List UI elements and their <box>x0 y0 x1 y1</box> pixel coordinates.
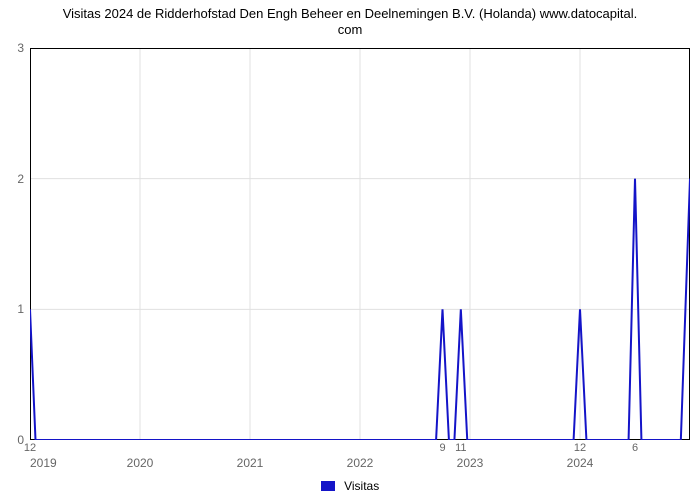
x-secondary-tick-label: 12 <box>24 442 36 454</box>
x-secondary-tick-label: 9 <box>439 442 445 454</box>
chart-title-line2: com <box>0 22 700 38</box>
x-year-tick-label: 2021 <box>237 456 264 470</box>
x-secondary-tick-label: 6 <box>632 442 638 454</box>
x-year-tick-label: 2022 <box>347 456 374 470</box>
chart-title-line1: Visitas 2024 de Ridderhofstad Den Engh B… <box>0 6 700 22</box>
x-year-tick-label: 2024 <box>567 456 594 470</box>
x-year-tick-label: 2020 <box>127 456 154 470</box>
x-year-tick-label: 2023 <box>457 456 484 470</box>
legend: Visitas <box>0 478 700 493</box>
legend-label: Visitas <box>344 479 379 493</box>
plot-area <box>30 48 690 440</box>
x-secondary-tick-label: 11 <box>455 442 466 454</box>
y-tick-label: 1 <box>17 302 24 316</box>
legend-swatch <box>321 481 335 491</box>
x-year-tick-label: 2019 <box>30 456 57 470</box>
y-tick-label: 2 <box>17 172 24 186</box>
chart-container: Visitas 2024 de Ridderhofstad Den Engh B… <box>0 0 700 500</box>
x-secondary-tick-label: 12 <box>574 442 586 454</box>
chart-title: Visitas 2024 de Ridderhofstad Den Engh B… <box>0 0 700 39</box>
plot-svg <box>30 48 690 440</box>
y-tick-label: 3 <box>17 41 24 55</box>
